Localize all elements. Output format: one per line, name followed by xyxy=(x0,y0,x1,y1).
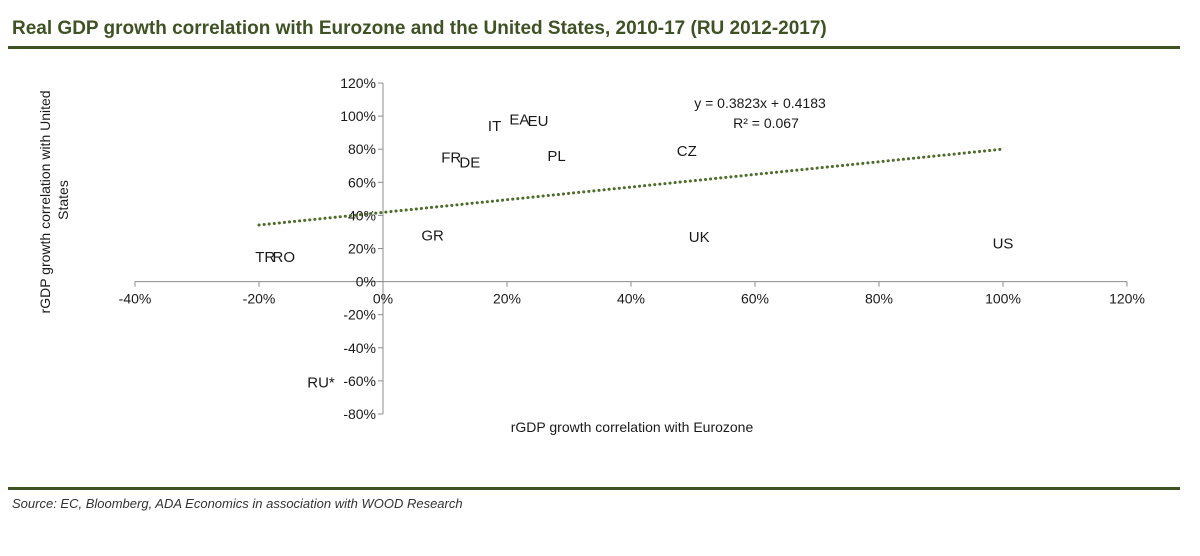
point-label-fr: FR xyxy=(441,149,461,166)
chart-title: Real GDP growth correlation with Eurozon… xyxy=(12,18,827,39)
y-axis-label: rGDP growth correlation with United Stat… xyxy=(37,87,71,314)
point-label-ru: RU* xyxy=(307,375,335,392)
y-tick-label: 60% xyxy=(348,174,376,190)
x-tick-label: 0% xyxy=(373,291,393,307)
y-tick-label: 80% xyxy=(348,141,376,157)
point-label-eu: EU xyxy=(528,113,549,130)
point-label-it: IT xyxy=(488,118,501,135)
x-tick-label: -40% xyxy=(119,291,152,307)
footer-rule xyxy=(8,487,1180,490)
y-tick-label: -80% xyxy=(343,406,376,422)
x-axis-label: rGDP growth correlation with Eurozone xyxy=(511,419,754,435)
trendline-group xyxy=(257,147,1005,227)
title-rule xyxy=(8,46,1180,49)
trendline-r-squared: R² = 0.067 xyxy=(733,115,799,131)
source-note: Source: EC, Bloomberg, ADA Economics in … xyxy=(12,496,463,511)
x-tick-label: 20% xyxy=(493,291,521,307)
point-label-uk: UK xyxy=(689,229,710,246)
x-tick-label: 120% xyxy=(1109,291,1145,307)
y-tick-label: -40% xyxy=(343,340,376,356)
y-tick-label: 0% xyxy=(356,274,376,290)
tick-labels: -40% -20% 0% 20% 40% 60% 80% 100% 120%120%100%80… xyxy=(119,75,1145,422)
x-tick-label: 80% xyxy=(865,291,893,307)
y-tick-label: -20% xyxy=(343,307,376,323)
y-tick-label: 20% xyxy=(348,241,376,257)
x-tick-label: 100% xyxy=(985,291,1021,307)
point-label-cz: CZ xyxy=(677,143,697,160)
point-label-us: US xyxy=(993,236,1014,253)
point-label-de: DE xyxy=(459,154,480,171)
point-label-gr: GR xyxy=(421,227,444,244)
x-tick-label: 40% xyxy=(617,291,645,307)
axes xyxy=(134,82,1128,415)
scatter-chart: -40% -20% 0% 20% 40% 60% 80% 100% 120%120%100%80… xyxy=(37,75,1145,435)
y-axis-label-line1: rGDP growth correlation with United xyxy=(37,90,53,313)
trendline-equation: y = 0.3823x + 0.4183 xyxy=(694,95,826,111)
point-label-ro: RO xyxy=(273,249,296,266)
point-label-tr: TR xyxy=(255,249,275,266)
point-label-pl: PL xyxy=(547,148,565,165)
trendline xyxy=(257,147,1005,227)
y-tick-label: 40% xyxy=(348,207,376,223)
x-tick-label: 60% xyxy=(741,291,769,307)
x-tick-label: -20% xyxy=(243,291,276,307)
y-tick-label: -60% xyxy=(343,373,376,389)
y-tick-label: 120% xyxy=(340,75,376,91)
y-axis-label-line2: States xyxy=(55,180,71,220)
point-label-ea: EA xyxy=(509,111,529,128)
y-tick-label: 100% xyxy=(340,108,376,124)
